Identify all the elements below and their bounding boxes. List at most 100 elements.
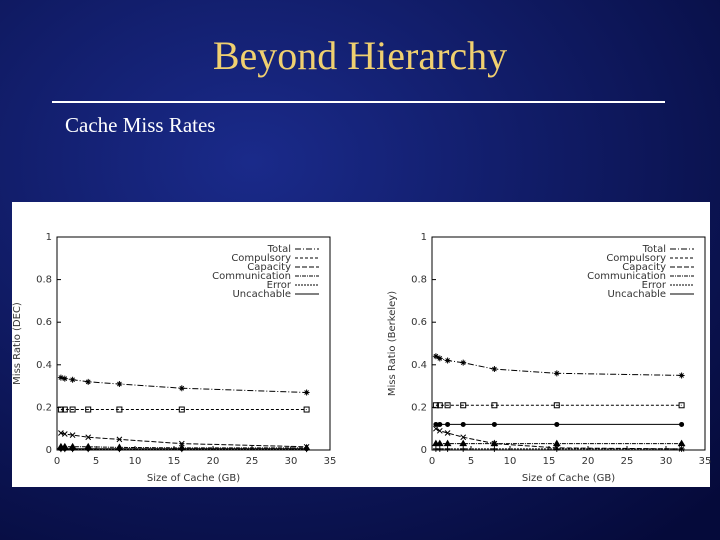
slide-title: Beyond Hierarchy bbox=[213, 33, 507, 78]
legend-label: Capacity bbox=[247, 262, 291, 273]
legend-label: Compulsory bbox=[606, 253, 666, 264]
marker bbox=[85, 378, 92, 385]
y-axis-label: Miss Ratio (DEC) bbox=[12, 302, 23, 385]
marker bbox=[437, 421, 443, 427]
marker bbox=[69, 432, 76, 438]
marker bbox=[69, 376, 76, 383]
marker bbox=[85, 434, 92, 441]
y-tick-label: 0.4 bbox=[36, 360, 52, 371]
marker bbox=[678, 372, 685, 379]
y-axis-label: Miss Ratio (Berkeley) bbox=[387, 291, 398, 396]
marker bbox=[677, 439, 686, 447]
marker bbox=[491, 402, 498, 409]
x-tick-label: 10 bbox=[504, 456, 517, 467]
marker bbox=[553, 445, 560, 452]
marker bbox=[678, 445, 685, 452]
marker bbox=[490, 439, 499, 447]
marker bbox=[304, 446, 310, 452]
y-tick-label: 1 bbox=[46, 232, 52, 243]
marker bbox=[432, 402, 439, 409]
y-tick-label: 1 bbox=[421, 232, 427, 243]
x-tick-label: 15 bbox=[168, 456, 181, 467]
marker bbox=[116, 436, 123, 443]
chart-panel bbox=[12, 202, 710, 487]
x-tick-label: 30 bbox=[285, 456, 298, 467]
marker bbox=[435, 439, 444, 447]
y-tick-label: 0 bbox=[46, 445, 52, 456]
marker bbox=[491, 366, 498, 373]
marker bbox=[303, 406, 310, 413]
x-tick-label: 5 bbox=[468, 456, 474, 467]
marker bbox=[444, 402, 451, 409]
marker bbox=[85, 406, 92, 413]
marker bbox=[460, 445, 467, 452]
y-tick-label: 0.4 bbox=[411, 360, 427, 371]
x-axis-label: Size of Cache (GB) bbox=[147, 473, 240, 484]
marker bbox=[444, 357, 451, 364]
x-tick-label: 35 bbox=[324, 456, 337, 467]
marker bbox=[178, 440, 185, 447]
marker bbox=[445, 421, 451, 427]
marker bbox=[116, 406, 123, 413]
legend-label: Total bbox=[267, 244, 291, 255]
marker bbox=[443, 439, 452, 447]
y-tick-label: 0.6 bbox=[411, 317, 427, 328]
marker bbox=[460, 402, 467, 409]
legend-label: Uncachable bbox=[607, 289, 666, 300]
legend-label: Error bbox=[642, 280, 667, 291]
marker bbox=[678, 402, 685, 409]
marker bbox=[436, 355, 443, 362]
marker bbox=[303, 389, 310, 396]
marker bbox=[61, 431, 68, 437]
marker bbox=[436, 427, 443, 434]
marker bbox=[57, 374, 64, 381]
x-tick-label: 20 bbox=[207, 456, 220, 467]
legend-label: Error bbox=[267, 280, 292, 291]
x-tick-label: 15 bbox=[543, 456, 556, 467]
x-tick-label: 35 bbox=[699, 456, 712, 467]
x-tick-label: 30 bbox=[660, 456, 673, 467]
marker bbox=[70, 446, 76, 452]
plot-frame bbox=[56, 236, 331, 451]
marker bbox=[178, 385, 185, 392]
marker bbox=[433, 425, 439, 432]
legend-label: Capacity bbox=[622, 262, 666, 273]
x-tick-label: 5 bbox=[93, 456, 99, 467]
x-axis-label: Size of Cache (GB) bbox=[522, 473, 615, 484]
marker bbox=[553, 370, 560, 377]
legend-label: Communication bbox=[587, 271, 666, 282]
marker bbox=[491, 445, 498, 452]
marker bbox=[460, 434, 467, 441]
marker bbox=[444, 430, 451, 436]
marker bbox=[444, 445, 451, 452]
marker bbox=[554, 421, 560, 427]
marker bbox=[432, 353, 439, 360]
y-tick-label: 0.2 bbox=[36, 402, 52, 413]
x-tick-label: 20 bbox=[582, 456, 595, 467]
marker bbox=[116, 380, 123, 387]
y-tick-label: 0.6 bbox=[36, 317, 52, 328]
marker bbox=[553, 402, 560, 409]
x-tick-label: 25 bbox=[621, 456, 634, 467]
legend-label: Total bbox=[642, 244, 666, 255]
y-tick-label: 0.8 bbox=[411, 275, 427, 286]
marker bbox=[552, 439, 561, 447]
x-tick-label: 10 bbox=[129, 456, 142, 467]
marker bbox=[460, 359, 467, 366]
y-tick-label: 0.2 bbox=[411, 402, 427, 413]
marker bbox=[436, 402, 443, 409]
legend-label: Communication bbox=[212, 271, 291, 282]
marker bbox=[178, 406, 185, 413]
plot-frame bbox=[431, 236, 706, 451]
marker bbox=[85, 446, 91, 452]
marker bbox=[61, 375, 68, 382]
legend-label: Uncachable bbox=[232, 289, 291, 300]
marker bbox=[69, 406, 76, 413]
marker bbox=[116, 446, 122, 452]
marker bbox=[62, 446, 68, 452]
y-tick-label: 0 bbox=[421, 445, 427, 456]
marker bbox=[436, 445, 443, 452]
marker bbox=[57, 406, 64, 413]
marker bbox=[491, 421, 497, 427]
